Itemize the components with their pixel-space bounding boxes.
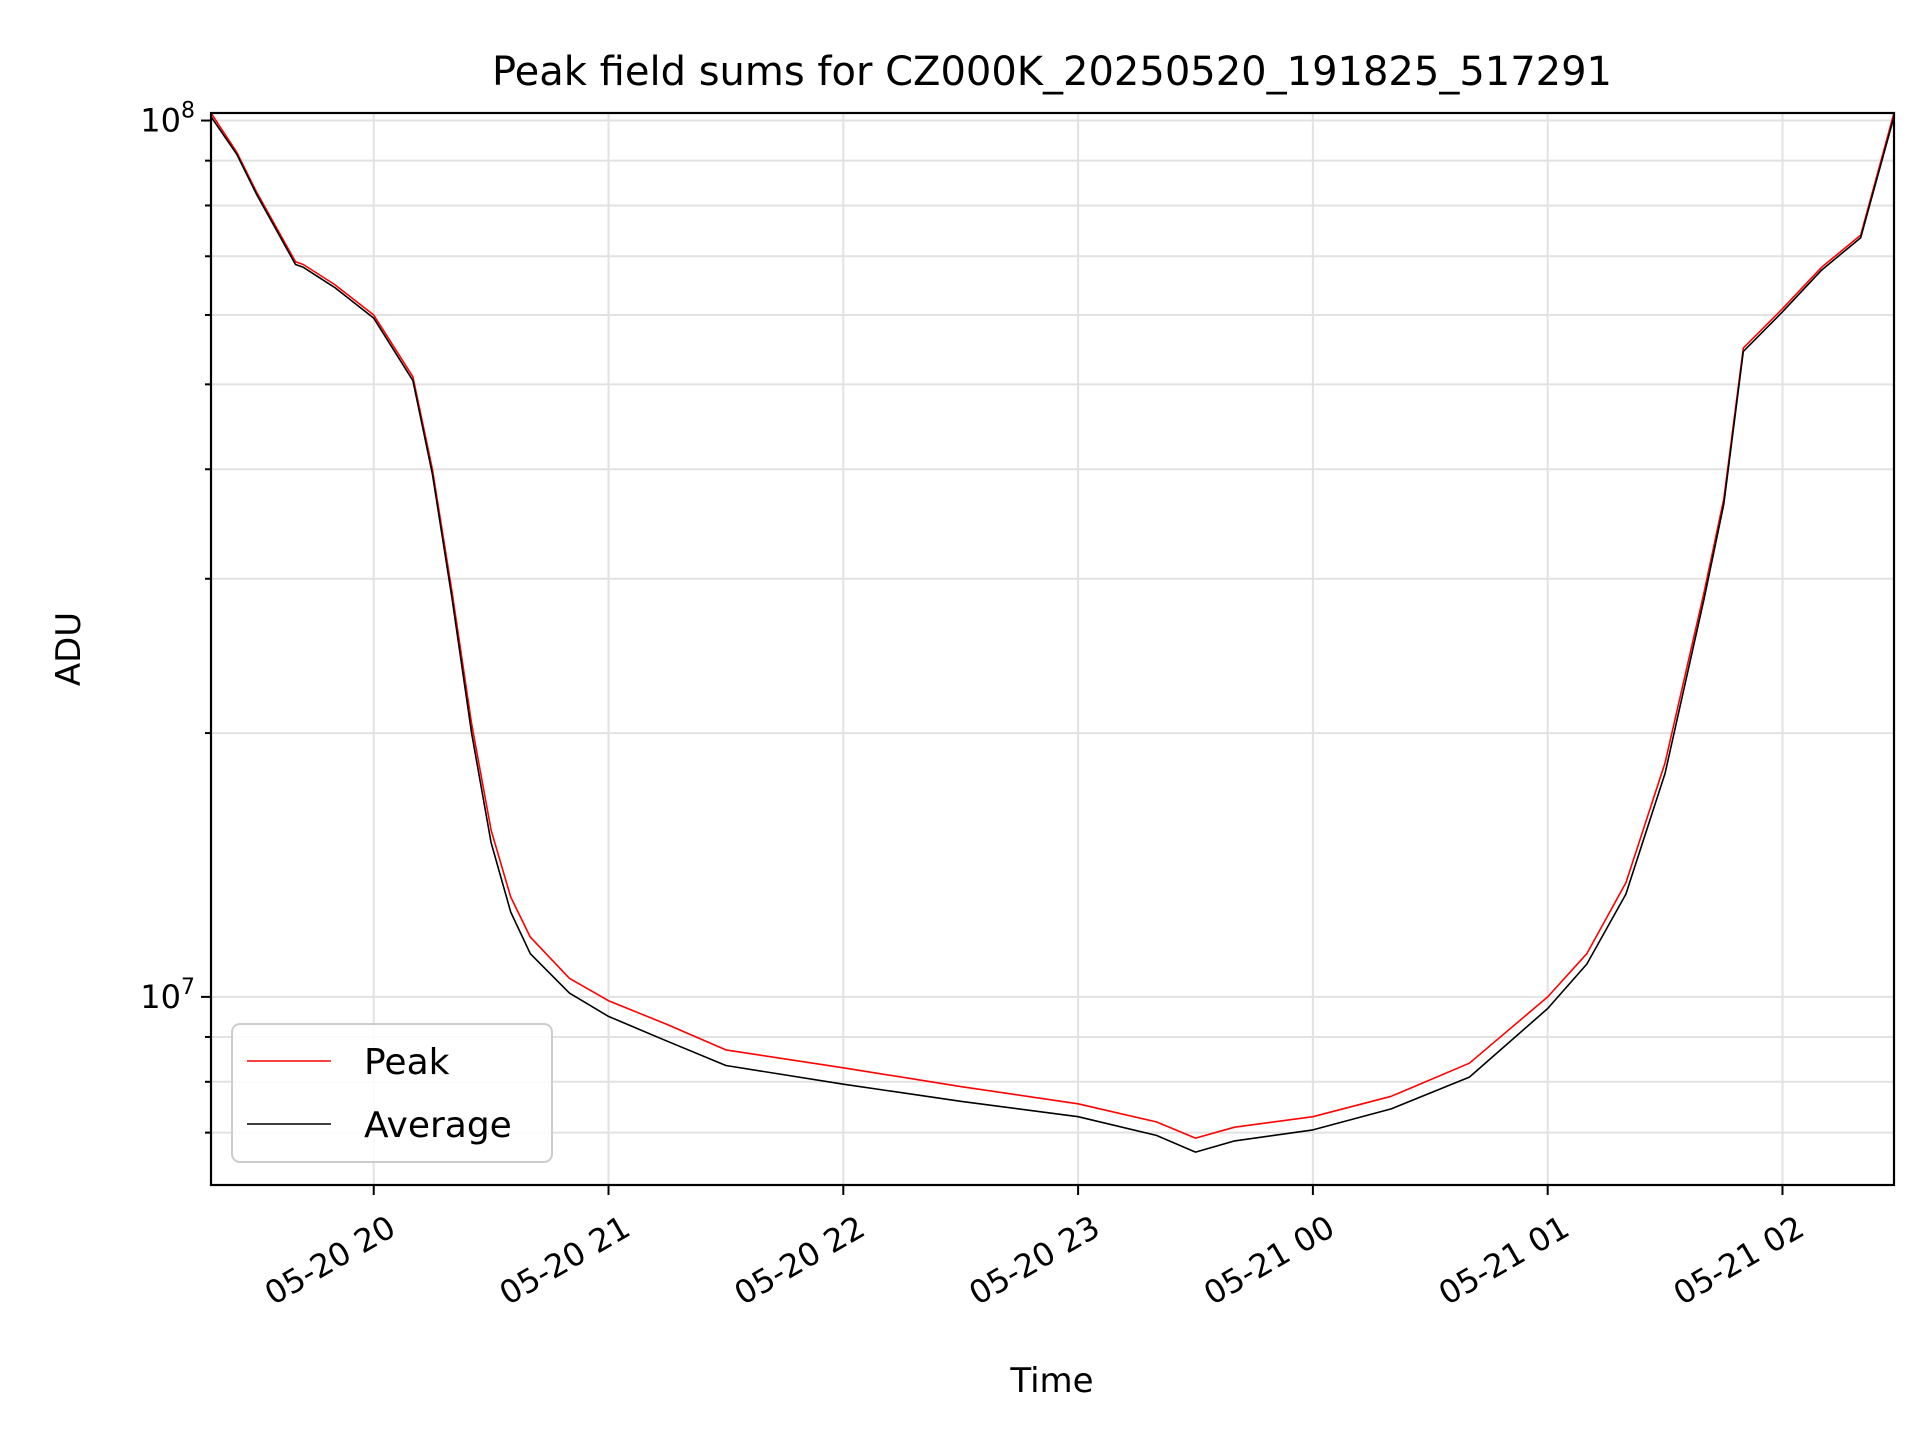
series-line-average <box>210 116 1895 1153</box>
legend-label-peak: Peak <box>364 1042 450 1083</box>
grid <box>211 113 1894 1185</box>
y-tick-base: 10 <box>140 978 181 1016</box>
y-tick-label: 107 <box>140 975 195 1016</box>
series-lines <box>210 112 1895 1153</box>
legend: Peak Average <box>231 1023 553 1163</box>
series-line-peak <box>210 112 1895 1139</box>
x-axis-label: Time <box>1009 1361 1093 1401</box>
y-tick-base: 10 <box>140 102 181 140</box>
plot-frame <box>209 111 1896 1187</box>
legend-box <box>231 1023 553 1163</box>
legend-label-average: Average <box>364 1105 512 1146</box>
y-tick-exponent: 7 <box>181 975 195 1000</box>
chart-title: Peak field sums for CZ000K_20250520_1918… <box>492 49 1612 95</box>
y-tick-label: 108 <box>140 99 195 140</box>
y-tick-exponent: 8 <box>181 99 195 124</box>
y-axis-label: ADU <box>49 612 89 686</box>
